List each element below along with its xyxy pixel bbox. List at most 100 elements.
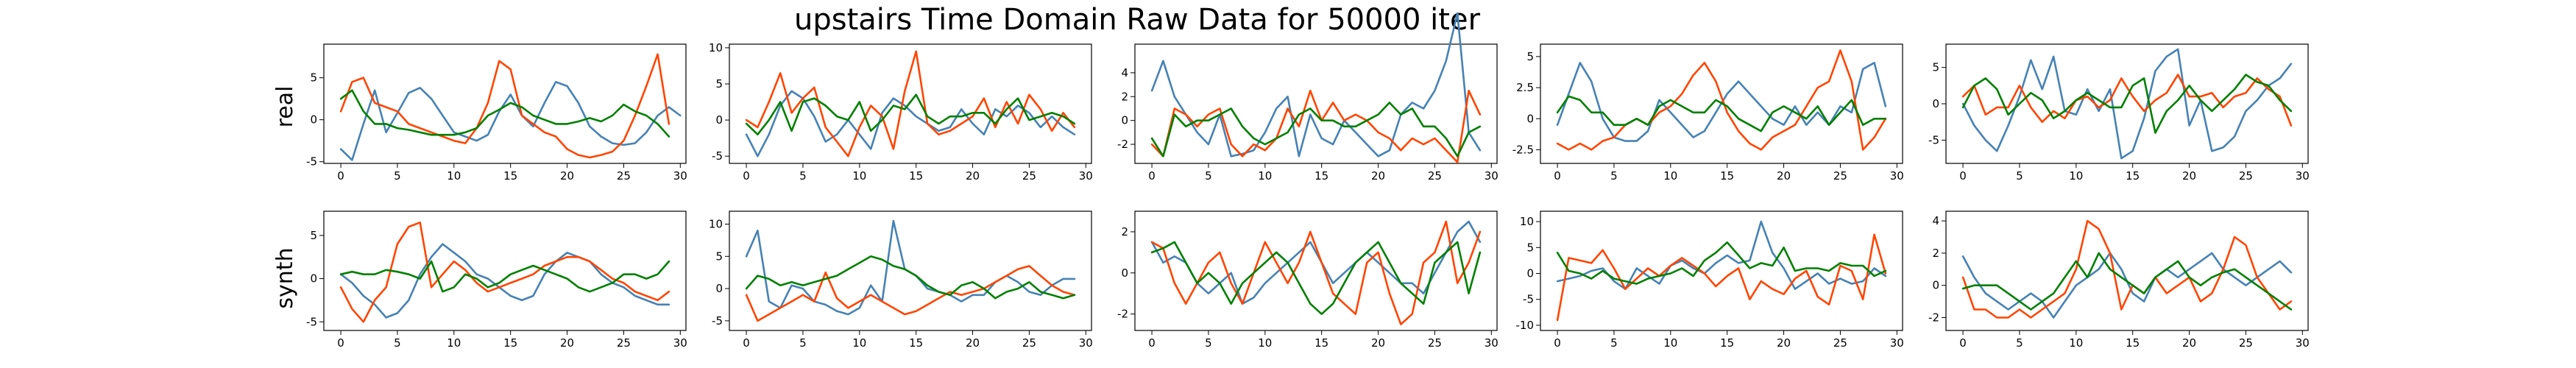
x-tick-label: 10: [1258, 336, 1272, 350]
y-tick-label: 0: [1121, 266, 1128, 280]
x-tick-label: 25: [2239, 169, 2253, 183]
x-tick-label: 10: [2069, 169, 2083, 183]
x-tick-label: 30: [673, 169, 687, 183]
x-tick-label: 5: [2016, 336, 2023, 350]
x-tick-label: 20: [966, 169, 980, 183]
y-tick-label: 5: [310, 71, 317, 85]
x-tick-label: 25: [1428, 336, 1442, 350]
x-tick-label: 5: [1205, 336, 1212, 350]
y-tick-label: 2: [1121, 90, 1128, 103]
x-tick-label: 30: [673, 336, 687, 350]
y-tick-label: -5: [712, 314, 723, 328]
figure-title: upstairs Time Domain Raw Data for 50000 …: [794, 3, 1481, 37]
x-tick-label: 5: [394, 336, 401, 350]
x-tick-label: 25: [1022, 169, 1036, 183]
y-tick-label: 5: [1526, 241, 1534, 254]
x-tick-label: 15: [503, 169, 517, 183]
x-tick-label: 5: [799, 169, 807, 183]
x-tick-label: 10: [2069, 336, 2083, 350]
x-tick-label: 25: [617, 169, 631, 183]
subplot-real-2: 0 5 10 15 20 25 30 -2 0 2 4: [1117, 12, 1498, 183]
subplot-synth-0: 0 5 10 15 20 25 30 -5 0 5: [306, 210, 687, 350]
x-tick-label: 25: [617, 336, 631, 350]
x-tick-label: 5: [1205, 169, 1212, 183]
x-tick-label: 0: [337, 336, 344, 350]
y-tick-label: -5: [306, 315, 317, 328]
x-tick-label: 25: [1833, 336, 1847, 350]
subplot-synth-1: 0 5 10 15 20 25 30 -5 0 5 10: [709, 210, 1093, 350]
x-tick-label: 30: [1890, 169, 1904, 183]
x-tick-label: 5: [2016, 169, 2023, 183]
y-tick-label: 10: [1520, 215, 1534, 228]
x-tick-label: 5: [799, 336, 807, 350]
y-tick-label: 0: [310, 113, 317, 127]
y-tick-label: -2: [1928, 311, 1939, 324]
x-tick-label: 15: [1314, 336, 1328, 350]
x-tick-label: 0: [1148, 169, 1156, 183]
subplot-real-3: 0 5 10 15 20 25 30 -2.5 0 2.5 5: [1512, 43, 1904, 183]
plot-frame: [729, 210, 1092, 331]
x-tick-label: 20: [2182, 336, 2196, 350]
x-tick-label: 0: [1148, 336, 1156, 350]
y-tick-label: 0: [1526, 112, 1534, 125]
x-tick-label: 30: [1890, 336, 1904, 350]
x-tick-label: 20: [966, 336, 980, 350]
series-line-1: [1556, 233, 1887, 322]
x-tick-label: 20: [560, 169, 574, 183]
x-tick-label: 30: [1079, 169, 1093, 183]
y-tick-label: -5: [1928, 133, 1939, 146]
y-tick-label: 2: [1932, 247, 1939, 260]
y-tick-label: -5: [1523, 293, 1534, 306]
y-tick-label: 2: [1121, 225, 1128, 238]
row-label-synth: synth: [272, 247, 298, 308]
series-line-1: [1556, 49, 1887, 151]
series-line-2: [1961, 74, 2293, 134]
subplot-synth-2: 0 5 10 15 20 25 30 -2 0 2: [1117, 210, 1498, 350]
series-line-1: [745, 50, 1076, 158]
y-tick-label: 0: [715, 113, 723, 127]
series-line-0: [1556, 220, 1887, 291]
x-tick-label: 15: [909, 169, 923, 183]
y-tick-label: 0: [310, 272, 317, 286]
y-tick-label: 5: [715, 250, 723, 263]
y-tick-label: -5: [712, 149, 723, 163]
x-tick-label: 5: [1610, 336, 1618, 350]
y-tick-label: 10: [709, 41, 723, 54]
x-tick-label: 0: [1959, 169, 1967, 183]
x-tick-label: 0: [1554, 336, 1561, 350]
x-tick-label: 25: [1428, 169, 1442, 183]
series-line-2: [1556, 241, 1887, 285]
subplot-real-4: 0 5 10 15 20 25 30 -5 0 5: [1928, 43, 2310, 183]
x-tick-label: 30: [1079, 336, 1093, 350]
y-tick-label: -5: [306, 155, 317, 169]
x-tick-label: 0: [743, 169, 750, 183]
y-tick-label: 0: [1932, 97, 1939, 110]
x-tick-label: 30: [1485, 336, 1498, 350]
x-tick-label: 30: [1485, 169, 1498, 183]
series-line-0: [1150, 220, 1482, 305]
series-line-1: [1961, 74, 2293, 127]
series-line-0: [1150, 12, 1482, 158]
plot-frame: [1540, 210, 1903, 331]
plot-frame: [1945, 210, 2309, 331]
y-tick-label: 5: [1932, 61, 1939, 74]
y-tick-label: 4: [1121, 66, 1128, 79]
y-tick-label: 5: [715, 77, 723, 91]
x-tick-label: 10: [447, 169, 461, 183]
x-tick-label: 15: [2126, 336, 2140, 350]
subplot-real-0: 0 5 10 15 20 25 30 -5 0 5: [306, 43, 687, 183]
series-line-1: [1150, 220, 1482, 325]
x-tick-label: 15: [1720, 336, 1734, 350]
series-line-2: [339, 260, 670, 293]
y-tick-label: 0: [1932, 279, 1939, 292]
x-tick-label: 25: [2239, 336, 2253, 350]
x-tick-label: 10: [1258, 169, 1272, 183]
y-tick-label: 5: [1526, 50, 1534, 63]
x-tick-label: 15: [503, 336, 517, 350]
x-tick-label: 20: [1777, 336, 1791, 350]
x-tick-label: 20: [560, 336, 574, 350]
x-tick-label: 10: [852, 169, 866, 183]
y-tick-label: 5: [310, 229, 317, 242]
